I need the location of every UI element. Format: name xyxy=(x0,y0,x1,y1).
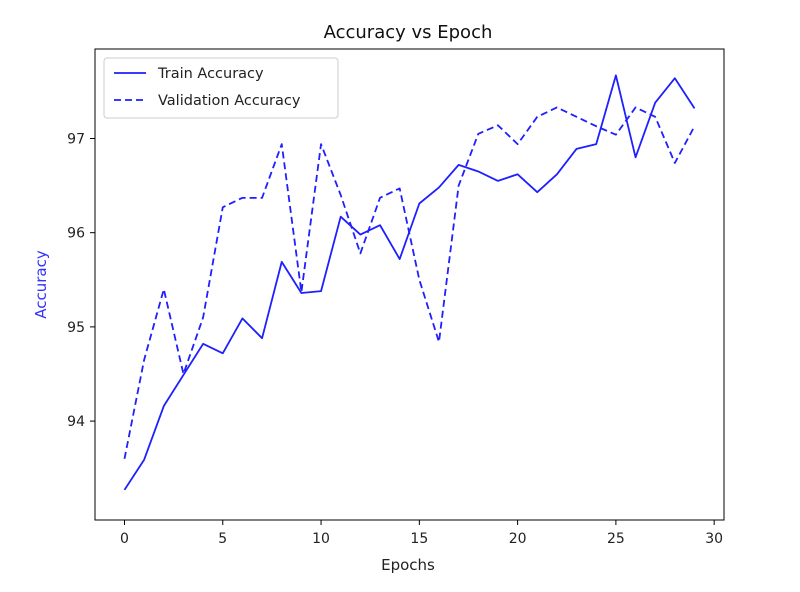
y-axis-label: Accuracy xyxy=(32,250,50,319)
series-layer xyxy=(123,74,696,491)
y-axis-ticks: 94 95 96 97 xyxy=(67,131,95,430)
series-line-validation-accuracy xyxy=(123,106,696,459)
y-tick-label: 95 xyxy=(67,320,85,336)
legend: Train Accuracy Validation Accuracy xyxy=(103,57,339,119)
x-tick-label: 5 xyxy=(218,531,227,547)
y-tick-label: 94 xyxy=(67,414,85,430)
legend-entry: Train Accuracy xyxy=(157,66,264,82)
plot-frame xyxy=(94,48,725,521)
x-tick-label: 30 xyxy=(705,531,723,547)
x-axis-ticks: 0 5 10 15 20 25 30 xyxy=(120,520,723,547)
x-tick-label: 25 xyxy=(607,531,625,547)
legend-box xyxy=(103,57,339,119)
x-tick-label: 0 xyxy=(120,531,129,547)
x-axis-label: Epochs xyxy=(381,556,435,574)
plot-area xyxy=(94,48,725,521)
legend-entry: Validation Accuracy xyxy=(158,93,301,109)
y-tick-label: 96 xyxy=(67,226,85,242)
x-tick-label: 15 xyxy=(410,531,428,547)
y-tick-label: 97 xyxy=(67,131,85,147)
x-tick-label: 10 xyxy=(312,531,330,547)
chart-title: Accuracy vs Epoch xyxy=(324,22,493,43)
x-tick-label: 20 xyxy=(509,531,527,547)
